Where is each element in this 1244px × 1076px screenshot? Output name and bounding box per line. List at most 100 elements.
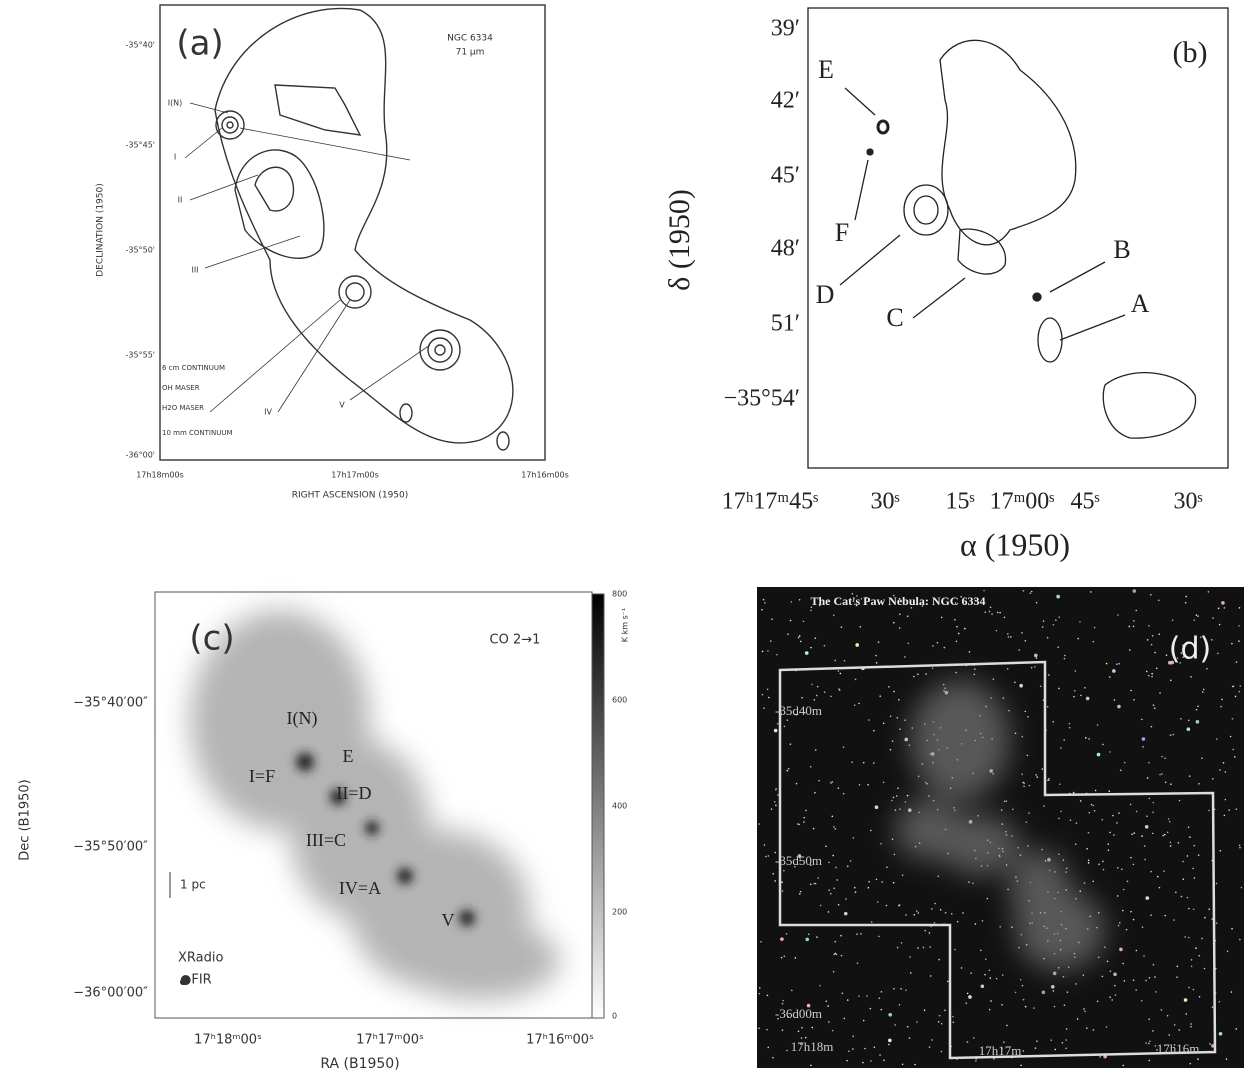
star [1231,928,1233,930]
star [1198,955,1200,957]
y-tick-label: −35°54′ [724,386,800,412]
star [1076,822,1078,824]
star [1204,968,1206,970]
star [893,988,895,990]
star [945,912,947,914]
star [899,627,901,629]
star [909,1037,911,1039]
star [939,1015,941,1017]
star [1158,599,1160,601]
star [1187,855,1189,857]
star [775,788,777,790]
star [938,1021,940,1023]
x-tick-label: 45ˢ [1070,489,1099,515]
star [1152,833,1154,835]
y-tick-label: -35d50m [775,853,822,868]
star [888,1039,892,1043]
legend-entry: 6 cm CONTINUUM [162,364,225,372]
star [1074,690,1076,692]
contour [420,330,460,370]
star [799,635,801,637]
star [1176,976,1178,978]
star [1145,980,1147,982]
y-tick-label: 42′ [771,88,800,114]
star [798,1031,800,1033]
star [1014,682,1016,684]
star [1180,718,1182,720]
source-label: III [191,266,198,275]
x-tick-label: 17ʰ17ᵐ00ˢ [356,1033,424,1048]
star [852,1036,854,1038]
star [858,703,860,705]
star [1135,989,1137,991]
star [923,947,925,949]
star [1127,881,1129,883]
star [760,941,762,943]
star [1197,615,1199,617]
star [974,668,976,670]
contour [904,185,948,235]
star [984,611,986,613]
star [1133,832,1135,834]
star [797,823,799,825]
star [1128,626,1130,628]
star [764,844,766,846]
star [832,855,834,857]
star [843,746,845,748]
star [1023,590,1025,592]
y-tick-label: -35°40' [126,41,155,50]
star [931,908,933,910]
source-label: I [174,153,176,162]
star [835,867,837,869]
star [1151,676,1153,678]
star [1023,1050,1025,1052]
star [1079,890,1081,892]
star [1080,800,1082,802]
star [982,920,984,922]
contour [940,40,1076,245]
star [1006,1025,1008,1027]
star [847,865,849,867]
star [846,1060,848,1062]
star [810,1065,812,1067]
star [767,650,769,652]
star [787,633,789,635]
star [813,828,815,830]
star [763,707,765,709]
star [1109,751,1111,753]
star [1060,747,1062,749]
star [868,881,870,883]
x-tick-label: 17h17m [979,1043,1022,1058]
star [767,688,769,690]
star [1188,720,1190,722]
star [1122,963,1124,965]
star [1053,624,1055,626]
star [1118,812,1120,814]
star [798,824,800,826]
star [902,874,904,876]
star [1178,1029,1180,1031]
star [881,991,883,993]
star [899,808,901,810]
star [1065,1039,1067,1041]
star [876,662,878,664]
star [1109,832,1111,834]
y-tick-label: −35°40′00″ [73,696,148,711]
colorbar-unit: K km s⁻¹ [621,608,630,642]
star [1181,896,1183,898]
star [904,656,906,658]
y-axis-title: DECLINATION (1950) [96,183,106,277]
legend-entry: OH MASER [162,384,200,392]
star [783,955,785,957]
star [816,695,818,697]
contour [1038,318,1062,362]
star [1050,1039,1052,1041]
star [1095,790,1097,792]
x-axis-title: RA (B1950) [320,1056,399,1072]
legend-entry: 10 mm CONTINUUM [162,429,233,437]
star [886,866,888,868]
source-label: IV=A [339,878,381,898]
contour [275,85,360,135]
star [831,815,833,817]
source-label: I=F [249,766,275,786]
